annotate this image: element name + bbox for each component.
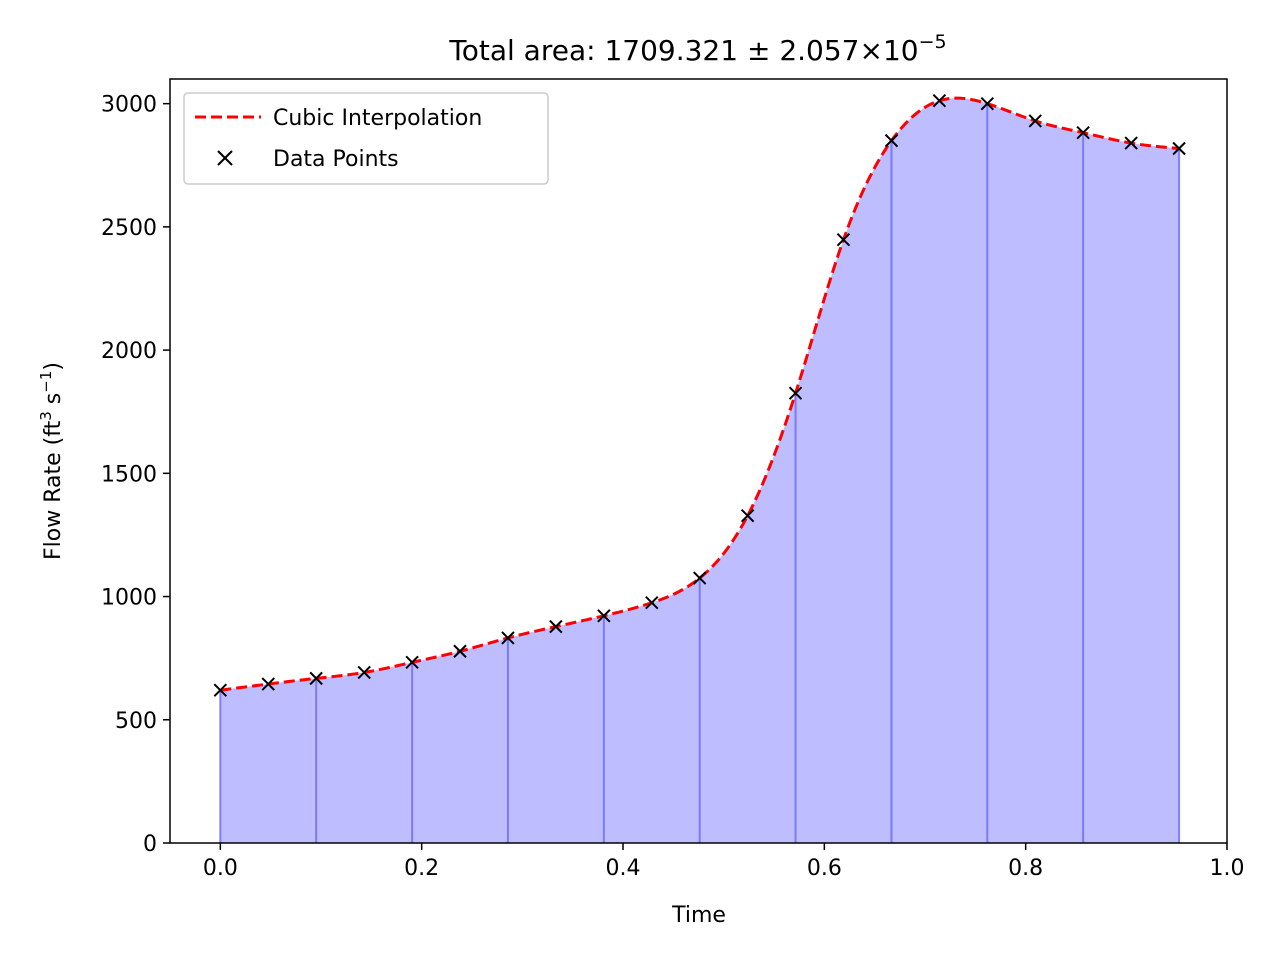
- marker-stroke: [597, 609, 611, 623]
- marker-stroke: [549, 619, 563, 634]
- marker-stroke: [213, 683, 228, 697]
- marker-stroke: [453, 644, 467, 658]
- data-point-marker: [645, 596, 659, 610]
- data-point-marker: [597, 609, 611, 623]
- interpolation-curve: [220, 96, 1180, 692]
- marker-stroke: [261, 677, 275, 691]
- data-point-marker: [884, 133, 899, 148]
- x-tick-label: 0.0: [203, 856, 238, 881]
- marker-stroke: [645, 596, 659, 610]
- legend: Cubic Interpolation Data Points: [183, 92, 549, 185]
- data-point-marker: [261, 677, 275, 691]
- y-tick-label: 2500: [101, 216, 157, 241]
- x-axis-ticks: 0.0 0.2 0.4 0.6 0.8 1.0: [203, 843, 1245, 881]
- data-point-marker: [357, 665, 371, 680]
- legend-box: [183, 92, 549, 185]
- y-tick-label: 1500: [101, 462, 157, 487]
- data-point-marker: [213, 683, 228, 697]
- data-point-marker: [309, 671, 323, 686]
- legend-label-interpolation: Cubic Interpolation: [273, 106, 482, 131]
- x-tick-label: 0.4: [606, 856, 641, 881]
- y-tick-label: 0: [143, 832, 157, 857]
- data-point-marker: [453, 644, 467, 658]
- x-tick-label: 0.6: [807, 856, 842, 881]
- data-point-marker: [405, 655, 419, 670]
- marker-stroke: [357, 665, 371, 680]
- marker-stroke: [836, 232, 851, 247]
- marker-stroke: [1076, 126, 1090, 140]
- x-axis-label: Time: [671, 903, 726, 928]
- marker-stroke: [1124, 136, 1138, 150]
- data-point-marker: [740, 509, 755, 523]
- marker-stroke: [1028, 114, 1042, 128]
- legend-label-data-points: Data Points: [273, 147, 399, 172]
- data-point-marker: [980, 96, 995, 111]
- y-tick-label: 1000: [101, 586, 157, 611]
- area-fill-layer: [220, 98, 1180, 843]
- y-tick-label: 3000: [101, 93, 157, 118]
- marker-stroke: [309, 671, 323, 686]
- data-point-marker: [1028, 114, 1042, 128]
- x-tick-label: 0.2: [404, 856, 439, 881]
- y-tick-label: 2000: [101, 339, 157, 364]
- marker-stroke: [693, 571, 707, 585]
- y-tick-label: 500: [115, 709, 157, 734]
- data-point-marker: [788, 386, 803, 400]
- data-point-marker: [836, 232, 851, 247]
- data-point-marker: [549, 619, 563, 634]
- plot-frame: [169, 78, 1228, 844]
- data-points-layer: [213, 93, 1186, 697]
- data-point-marker: [693, 571, 707, 585]
- legend-x-marker-icon: [217, 150, 233, 166]
- data-point-marker: [932, 93, 947, 108]
- marker-stroke: [788, 386, 803, 400]
- y-axis-ticks: 0 500 1000 1500 2000 2500 3000: [101, 93, 170, 857]
- chart-title: Total area: 1709.321 ± 2.057×10−5: [448, 31, 946, 67]
- x-tick-label: 0.8: [1008, 856, 1043, 881]
- data-point-marker: [1124, 136, 1138, 150]
- marker-stroke: [884, 133, 899, 148]
- segment-lines-layer: [219, 103, 1181, 843]
- area-fill: [220, 98, 1180, 843]
- marker-stroke: [405, 655, 419, 670]
- marker-stroke: [1172, 141, 1186, 156]
- marker-stroke: [932, 93, 947, 108]
- marker-stroke: [740, 509, 755, 523]
- data-point-marker: [1172, 141, 1186, 156]
- marker-stroke: [980, 96, 995, 111]
- y-axis-label: Flow Rate (ft3 s−1): [37, 362, 66, 560]
- data-point-marker: [1076, 126, 1090, 140]
- interpolation-curve-layer: [220, 96, 1180, 692]
- data-point-marker: [501, 631, 515, 645]
- marker-stroke: [501, 631, 515, 645]
- x-tick-label: 1.0: [1210, 856, 1245, 881]
